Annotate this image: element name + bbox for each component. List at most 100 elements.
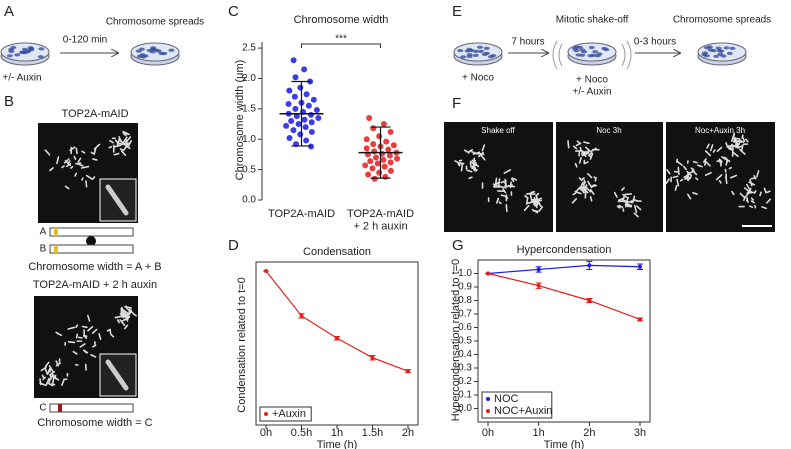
chromosome: [665, 178, 670, 185]
cell: [573, 48, 580, 53]
chromatid-bar: [49, 244, 134, 254]
dot: [292, 74, 299, 81]
cell: [473, 49, 480, 53]
x-axis-label: Time (h): [317, 439, 358, 449]
cell: [472, 53, 479, 57]
panel-label: F: [452, 95, 461, 112]
chromosome: [731, 143, 734, 148]
cell: [601, 46, 608, 51]
dot: [303, 137, 310, 144]
y-axis-label: Condensation related to t=0: [236, 277, 248, 412]
chromosome: [39, 378, 42, 386]
chromosome: [704, 150, 712, 157]
cell: [149, 50, 156, 54]
chromosome: [44, 149, 51, 156]
dish: [697, 42, 747, 66]
chromosome: [633, 204, 638, 214]
step-label: 0-120 min: [63, 35, 107, 46]
y-tick-label: 0.0: [458, 403, 472, 414]
chromosome: [477, 151, 484, 158]
inset-chromosome: [105, 359, 129, 391]
dot: [307, 111, 314, 118]
dot: [290, 127, 297, 134]
cell: [142, 54, 149, 58]
x-tick-label: 0.5h: [291, 427, 312, 439]
y-tick-label: 1.0: [458, 268, 472, 279]
chromosome: [500, 194, 507, 198]
chromosome: [74, 172, 78, 177]
chromosome: [582, 187, 586, 194]
image-title: TOP2A-mAID + 2 h auxin: [33, 279, 157, 291]
chromosome: [625, 202, 633, 207]
chromosome: [621, 186, 625, 191]
x-axis-label: Time (h): [544, 439, 585, 449]
bar-label: A: [40, 227, 47, 238]
chromosome: [481, 144, 486, 152]
panel-label: G: [452, 237, 464, 254]
cell: [28, 48, 35, 52]
chromosome: [728, 166, 733, 170]
chromosome: [121, 314, 127, 318]
chromosome: [126, 314, 131, 318]
bar-label: C: [39, 403, 46, 414]
dot: [308, 143, 315, 150]
dot: [369, 165, 376, 172]
chromosome: [677, 166, 680, 176]
chromosome: [727, 145, 731, 149]
cell: [592, 50, 599, 54]
legend-label: NOC: [494, 393, 519, 405]
chromosome: [460, 162, 464, 172]
chromosome: [118, 136, 123, 143]
chromosome: [466, 169, 473, 173]
chromosome: [55, 331, 63, 337]
dot: [362, 162, 369, 169]
cell: [729, 46, 736, 50]
chromosome: [526, 201, 534, 205]
chromosome: [44, 367, 48, 375]
chromosome: [85, 174, 94, 180]
chromosome: [704, 171, 712, 176]
chromosome: [574, 190, 582, 195]
dot: [285, 100, 292, 107]
cell: [14, 53, 21, 57]
cell: [6, 54, 13, 58]
chromosome: [73, 155, 77, 160]
chromosome: [90, 353, 97, 358]
chromosome: [739, 192, 745, 198]
dot: [387, 159, 394, 166]
chromosome: [497, 178, 501, 186]
chromosome: [735, 141, 740, 149]
cell: [158, 51, 165, 56]
chromosome: [572, 145, 578, 150]
bar-label: B: [40, 244, 47, 255]
chromosome: [123, 133, 128, 136]
dot: [288, 118, 295, 124]
cell: [21, 47, 28, 51]
dot: [367, 158, 374, 165]
point: [486, 271, 490, 276]
chromosome: [92, 158, 98, 161]
chromatid-band: [58, 404, 62, 412]
cell: [713, 54, 720, 58]
chromosome: [40, 366, 47, 372]
y-axis-label: Hypercondensation related to t=0: [450, 259, 462, 421]
chromosome: [725, 142, 729, 148]
y-tick-label: 2.5: [242, 43, 256, 54]
chromosome: [75, 333, 79, 339]
x-tick-label: 2h: [402, 427, 414, 439]
dot: [315, 114, 322, 121]
micrograph: [556, 122, 663, 232]
chromosome: [51, 382, 56, 386]
cell: [490, 54, 497, 58]
chromosome: [728, 147, 733, 151]
chromosome: [676, 178, 680, 187]
chromosome: [494, 177, 498, 185]
chromosome: [630, 200, 635, 203]
chromosome: [120, 307, 123, 313]
chromosome: [695, 177, 699, 181]
chromosome: [525, 196, 529, 205]
chromosome: [567, 140, 570, 149]
chromosome: [47, 382, 54, 387]
chromosome: [502, 188, 507, 194]
chromosome: [578, 157, 582, 164]
